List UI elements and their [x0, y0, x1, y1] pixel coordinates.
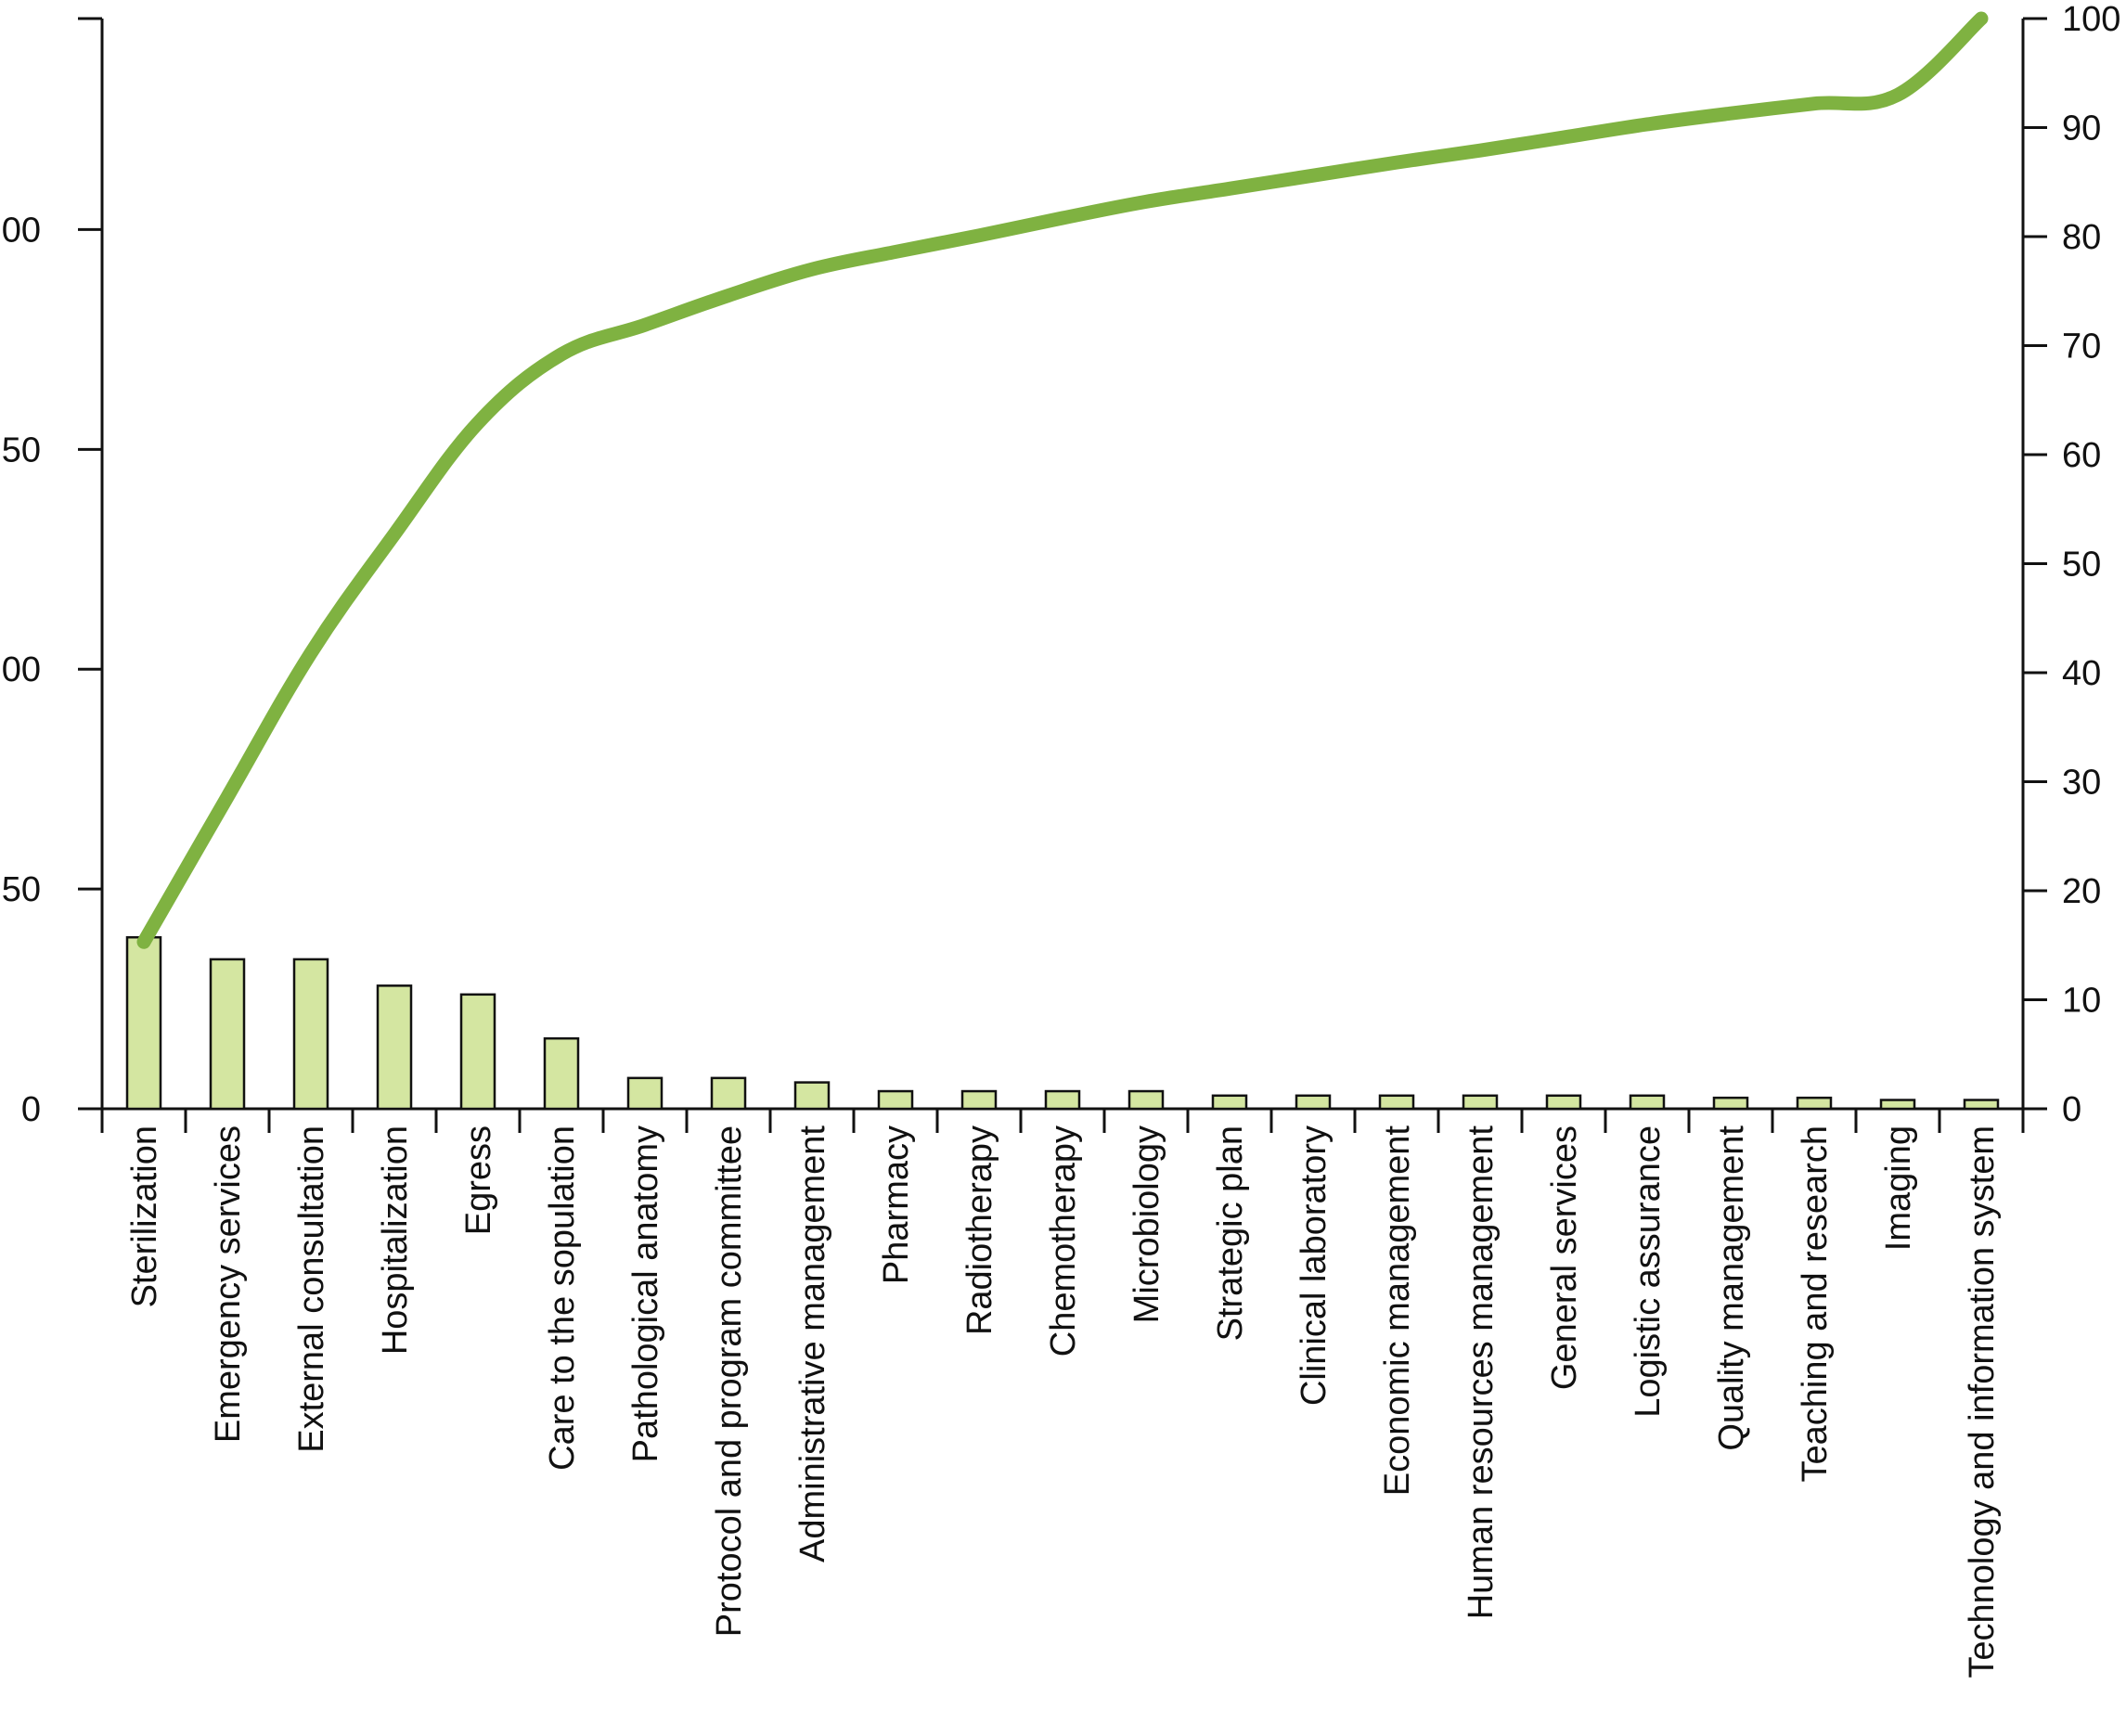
- category-label: Economic management: [1378, 1125, 1417, 1497]
- bar: [710, 1076, 747, 1111]
- bar: [1295, 1094, 1332, 1111]
- right-tick-label: 0: [2062, 1090, 2081, 1129]
- category-label: Human resources management: [1462, 1125, 1501, 1620]
- bar: [877, 1089, 914, 1111]
- category-label: Logistic assurance: [1629, 1125, 1668, 1418]
- cumulative-line-series: [136, 11, 1989, 949]
- bar: [376, 984, 413, 1111]
- category-label: Pathological anatomy: [626, 1125, 665, 1462]
- bar: [292, 958, 329, 1111]
- left-y-axis: 0 50 100 150 200: [0, 17, 104, 1129]
- left-tick-label: 200: [0, 211, 41, 250]
- left-tick-label: 50: [2, 870, 41, 909]
- bar: [209, 958, 246, 1111]
- category-label: Sterilization: [125, 1125, 164, 1307]
- bar: [1378, 1094, 1415, 1111]
- right-tick-label: 20: [2062, 872, 2101, 911]
- right-tick-label: 10: [2062, 982, 2101, 1021]
- bar: [1629, 1094, 1666, 1111]
- bar: [1796, 1096, 1833, 1111]
- right-tick-label: 70: [2062, 328, 2101, 366]
- bar: [1462, 1094, 1499, 1111]
- category-label: Care to the sopulation: [543, 1125, 582, 1471]
- right-tick-label: 30: [2062, 764, 2101, 803]
- bar-series: [125, 935, 2000, 1111]
- category-label: Egress: [459, 1125, 498, 1235]
- bar: [626, 1076, 664, 1111]
- category-label: Technology and information system: [1963, 1125, 2002, 1678]
- category-label: Clinical laboratory: [1295, 1125, 1334, 1406]
- category-label: Emergency services: [209, 1125, 248, 1443]
- bar: [1963, 1099, 2000, 1111]
- category-label: Pharmacy: [877, 1125, 916, 1284]
- right-tick-label: 60: [2062, 436, 2101, 475]
- category-label: Chemotherapy: [1044, 1125, 1083, 1357]
- category-label: Strategic plan: [1211, 1125, 1250, 1341]
- left-tick-label: 100: [0, 650, 41, 689]
- bar: [125, 935, 162, 1111]
- right-tick-label: 40: [2062, 654, 2101, 693]
- bar: [1044, 1089, 1081, 1111]
- category-label: Quality management: [1712, 1125, 1751, 1451]
- category-label: Hospitalization: [376, 1125, 415, 1355]
- right-tick-label: 100: [2062, 0, 2120, 39]
- bar: [1211, 1094, 1248, 1111]
- bar: [793, 1081, 831, 1111]
- bar: [543, 1036, 580, 1111]
- category-label: General services: [1545, 1125, 1584, 1390]
- right-tick-label: 80: [2062, 218, 2101, 257]
- bar: [1127, 1089, 1165, 1111]
- category-label: Microbiology: [1127, 1125, 1166, 1323]
- right-tick-label: 50: [2062, 546, 2101, 585]
- category-label: Administrative management: [793, 1125, 832, 1562]
- category-labels: Sterilization Emergency services External …: [125, 1125, 2002, 1678]
- category-label: Teaching and research: [1796, 1125, 1835, 1482]
- bar: [1712, 1096, 1749, 1111]
- category-label: Radiotherapy: [960, 1125, 999, 1335]
- bar: [960, 1089, 998, 1111]
- category-label: Protocol and program committee: [710, 1125, 749, 1637]
- right-y-axis: 0 10 20 30 40 50 60 70 80 90 100: [2021, 0, 2120, 1129]
- right-tick-label: 90: [2062, 109, 2101, 148]
- cumulative-line: [136, 11, 1989, 949]
- left-tick-label: 150: [0, 431, 41, 469]
- category-label: External consultation: [292, 1125, 331, 1453]
- left-tick-label: 0: [21, 1090, 41, 1129]
- category-label: Imaging: [1879, 1125, 1918, 1251]
- bar: [1545, 1094, 1582, 1111]
- bar: [1879, 1099, 1916, 1111]
- bar: [459, 993, 496, 1111]
